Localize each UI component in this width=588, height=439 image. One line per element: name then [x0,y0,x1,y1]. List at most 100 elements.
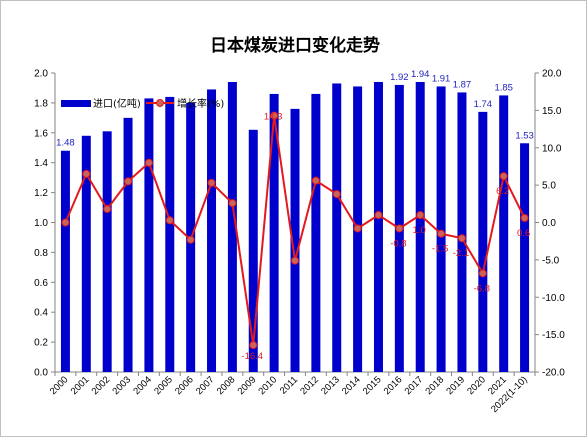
growth-point [165,216,174,225]
y-right-tick-label: 5.0 [542,181,556,192]
x-tick-label: 2015 [361,374,384,397]
bar-value-label: 1.87 [453,79,472,90]
y-right-tick-label: -5.0 [542,255,560,266]
line-layer [61,111,529,350]
y-right-tick-label: 0.0 [542,218,556,229]
y-left-tick-label: 1.2 [34,188,48,199]
bar [373,81,383,372]
y-left-tick-label: 0.8 [34,248,48,259]
growth-point [374,211,383,220]
chart-title: 日本煤炭进口变化走势 [210,35,380,56]
growth-value-label: -1.5 [432,244,448,255]
bar [332,83,342,372]
growth-point [478,269,487,278]
growth-point [207,178,216,187]
bar [499,95,509,373]
growth-point [437,229,446,238]
growth-value-label: -6.8 [474,283,490,294]
legend-line-label: 增长率(%) [177,97,224,110]
y-left-tick-label: 2.0 [34,69,48,80]
growth-value-label: 0.6 [517,228,530,239]
growth-point [332,190,341,199]
growth-point [395,224,404,233]
x-tick-label: 2001 [69,374,92,397]
bar [248,129,258,372]
x-tick-label: 2003 [110,374,133,397]
bar-value-label: 1.85 [494,82,513,93]
x-tick-label: 2002 [90,374,113,397]
x-tick-label: 2000 [48,374,71,397]
y-left-tick-label: 1.6 [34,128,48,139]
growth-point [353,224,362,233]
bar [436,86,446,372]
x-tick-label: 2016 [382,374,405,397]
bar-value-label: 1.48 [56,138,75,149]
legend-bar-label: 进口(亿吨) [93,97,141,110]
growth-value-label: 1.0 [413,225,426,236]
bar [227,81,237,372]
x-tick-label: 2013 [319,374,342,397]
bar [457,92,467,372]
y-left-tick-label: 1.8 [34,98,48,109]
growth-point [520,214,529,223]
growth-point [270,111,279,120]
growth-point [144,158,153,167]
growth-point [61,218,70,227]
y-left-tick-label: 0.4 [34,308,48,319]
legend: 进口(亿吨) 增长率(%) [61,97,224,110]
bar [520,143,530,372]
growth-point [82,169,91,178]
bar [290,108,300,372]
growth-point [124,177,133,186]
growth-point [311,176,320,185]
x-tick-label: 2010 [257,374,280,397]
growth-point [186,235,195,244]
labels-layer: 1.48 1.92 1.94 1.911.871.741.85 1.53 -16.4 14.… [56,69,534,362]
bars-layer [60,81,530,373]
growth-point [291,256,299,265]
growth-value-label: -2.1 [453,248,469,259]
y-left-tick-label: 1.0 [34,218,48,229]
x-tick-label: 2019 [444,374,467,397]
bar [269,93,279,373]
growth-value-label: 6.2 [496,186,509,197]
bar [60,150,70,372]
legend-line-marker [156,99,164,107]
x-tick-label: 2004 [131,374,154,397]
x-tick-label: 2018 [423,374,446,397]
x-tick-label: 2011 [278,374,300,396]
y-right-tick-label: -20.0 [542,368,565,379]
bar [123,117,133,372]
y-right-tick-label: 10.0 [542,143,562,154]
growth-point [249,341,258,350]
bar [311,93,321,373]
bar [207,89,217,372]
bar [478,111,488,373]
bar [81,135,91,372]
legend-bar-swatch [61,100,91,107]
bar [144,98,154,372]
growth-point [416,211,425,220]
bar-value-label: 1.53 [515,130,534,141]
x-tick-label: 2006 [173,374,196,397]
y-left-tick-label: 0.6 [34,278,48,289]
growth-point [228,199,237,208]
bar [165,96,175,373]
bar [102,131,112,372]
growth-point [457,234,466,243]
growth-point [103,205,112,214]
x-tick-label: 2007 [194,374,217,397]
growth-value-label: -16.4 [241,351,263,362]
bar-value-label: 1.91 [432,73,451,84]
y-right-tick-label: -15.0 [542,330,565,341]
bar [415,81,425,372]
growth-value-label: -0.8 [390,238,406,249]
growth-value-label: 14.3 [264,112,283,123]
y-left-tick-label: 1.4 [34,158,48,169]
y-left-tick-label: 0.2 [34,338,48,349]
y-right-tick-label: -10.0 [542,293,565,304]
x-tick-label: 2014 [340,374,363,397]
x-tick-label: 2017 [403,374,426,397]
